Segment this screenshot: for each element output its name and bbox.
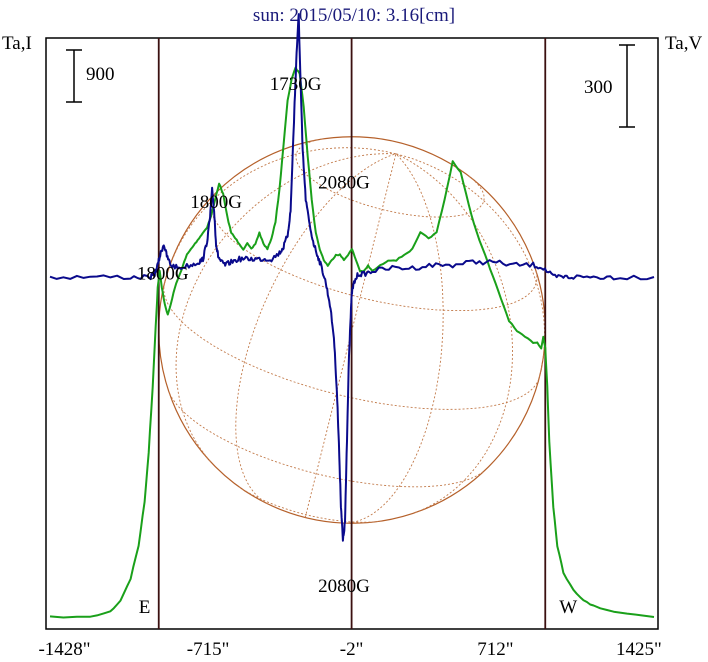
x-tick-label-1: -715" (187, 639, 230, 660)
disk-latitude-line (295, 138, 485, 218)
annotation-4: 2080G (318, 576, 370, 597)
disk-latitude-line (169, 393, 484, 488)
disk-longitude-line (304, 153, 397, 518)
disk-latitude-line (238, 486, 379, 523)
x-tick-label-4: 1425" (616, 639, 662, 660)
series-V-line (49, 13, 655, 542)
scale-label-right: 300 (584, 77, 613, 98)
x-axis-ticks: -1428" -715" -2" 712" 1425" (38, 639, 661, 660)
x-tick-label-3: 712" (477, 639, 513, 660)
y-axis-label-left: Ta,I (2, 33, 32, 54)
disk-longitude-line (395, 153, 513, 514)
y-axis-label-right: Ta,V (665, 33, 702, 54)
disk-longitude-line (395, 153, 546, 377)
chart-title: sun: 2015/05/10: 3.16[cm] (253, 5, 455, 26)
scale-bar-left: 900 (66, 49, 115, 103)
disk-longitude-line (235, 153, 397, 505)
disk-longitude-line (344, 153, 444, 524)
series-I-line (49, 66, 655, 619)
marker-label-W: W (559, 597, 577, 618)
x-tick-label-0: -1428" (38, 639, 90, 660)
disk-latitude-line (210, 190, 538, 312)
annotation-0: 1730G (270, 74, 322, 95)
x-tick-label-2: -2" (340, 639, 364, 660)
disk-longitude-line (175, 153, 396, 462)
annotation-1: 1800G (190, 192, 242, 213)
disk-longitude-line (164, 147, 396, 284)
annotation-2: 1800G (137, 263, 189, 284)
marker-label-E: E (139, 597, 151, 618)
series-layer (49, 13, 655, 619)
scale-bar-right: 300 (584, 44, 635, 128)
annotations: 1730G 1800G 1800G 2080G 2080G (137, 74, 370, 597)
annotation-3: 2080G (318, 173, 370, 194)
scale-label-left: 900 (86, 64, 115, 85)
